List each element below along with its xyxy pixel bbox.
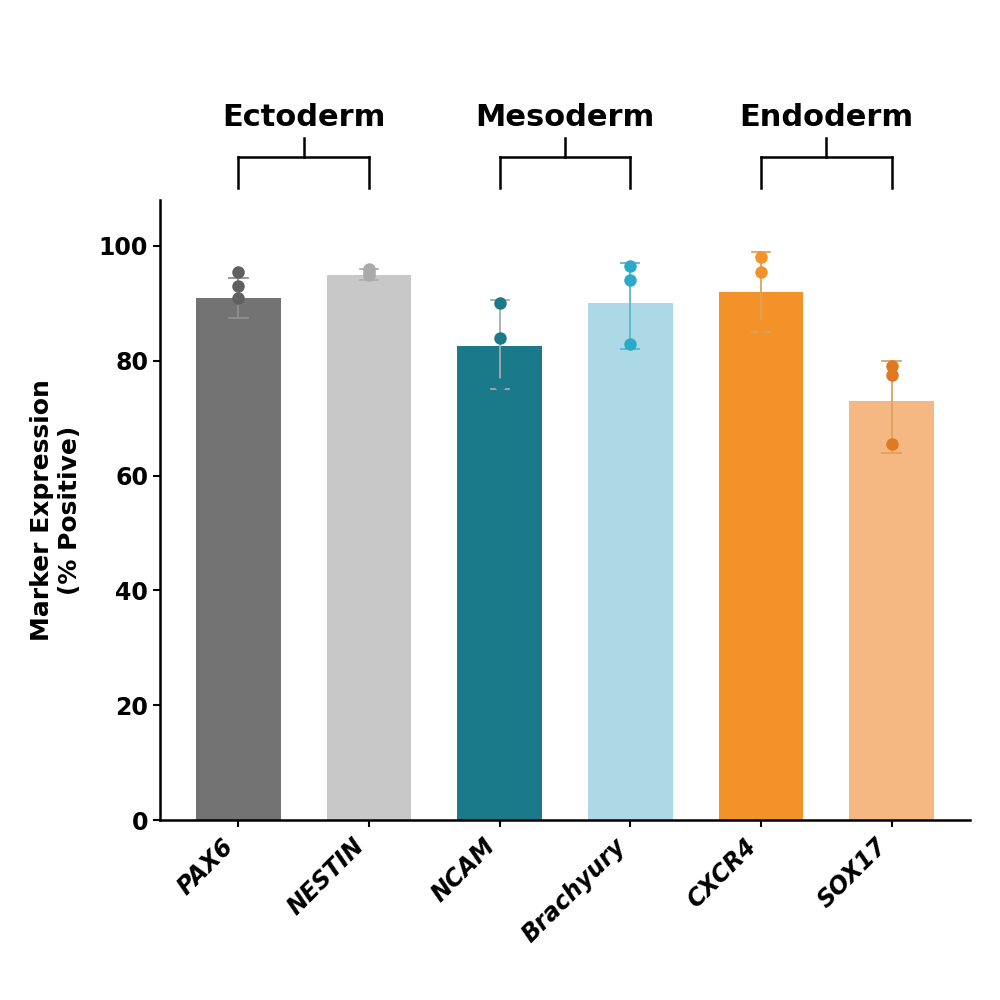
Bar [719, 292, 803, 820]
Text: Endoderm: Endoderm [739, 103, 913, 132]
Bar [457, 346, 542, 820]
Bar [849, 401, 934, 820]
Bar [196, 298, 281, 820]
Bar [588, 303, 673, 820]
Y-axis label: Marker Expression
(% Positive): Marker Expression (% Positive) [30, 379, 82, 641]
Text: Ectoderm: Ectoderm [222, 103, 385, 132]
Bar [327, 275, 411, 820]
Text: Mesoderm: Mesoderm [475, 103, 655, 132]
